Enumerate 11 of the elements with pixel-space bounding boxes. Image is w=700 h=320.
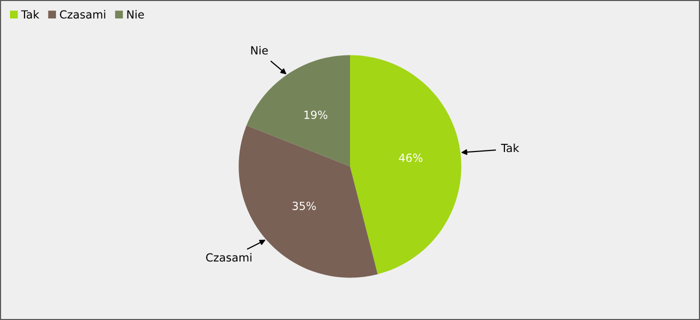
slice-label: Nie	[251, 46, 268, 55]
data-label: 35%	[292, 202, 316, 210]
slice-label: Czasami	[206, 253, 252, 262]
pie-slice	[350, 55, 462, 274]
legend-label: Czasami	[60, 10, 106, 19]
data-label: 19%	[304, 110, 328, 119]
legend-label: Nie	[127, 10, 144, 19]
legend-label: Tak	[21, 10, 40, 19]
pie-slice	[246, 55, 350, 166]
slice-label: Tak	[500, 144, 520, 152]
data-label: 46%	[398, 154, 422, 162]
